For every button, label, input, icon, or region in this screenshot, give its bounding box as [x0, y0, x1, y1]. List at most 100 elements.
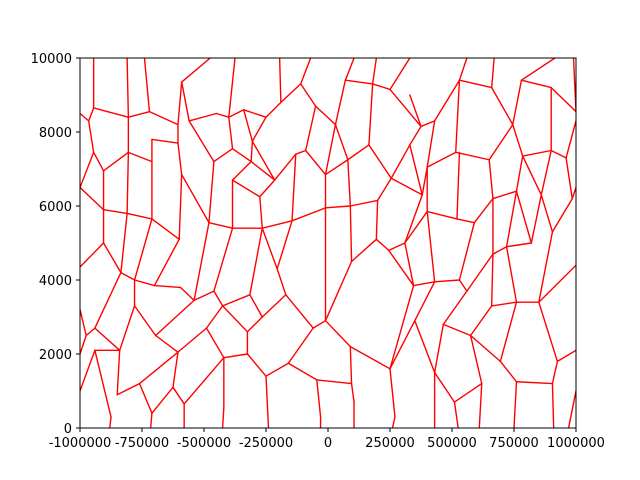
voronoi-edge — [151, 138, 179, 144]
voronoi-edge — [127, 151, 153, 163]
voronoi-edge — [349, 199, 379, 207]
voronoi-edge — [538, 231, 554, 303]
voronoi-edge — [324, 260, 353, 322]
voronoi-edge — [153, 238, 180, 287]
voronoi-edge — [261, 220, 293, 229]
voronoi-edge — [404, 242, 415, 287]
voronoi-edge — [183, 357, 225, 405]
voronoi-edge — [371, 58, 378, 85]
voronoi-edge — [316, 379, 353, 385]
voronoi-edge — [324, 205, 352, 209]
voronoi-edge — [390, 144, 411, 179]
voronoi-edge — [177, 81, 183, 126]
voronoi-edge — [87, 120, 95, 154]
y-tick-label: 6000 — [39, 200, 72, 215]
voronoi-edge — [133, 279, 156, 287]
voronoi-edge — [154, 299, 195, 337]
y-tick-label: 8000 — [39, 126, 72, 141]
voronoi-edge — [347, 144, 370, 161]
voronoi-edge — [375, 238, 390, 252]
voronoi-edge — [488, 123, 514, 161]
voronoi-edge — [193, 290, 215, 302]
voronoi-edge — [188, 120, 215, 163]
x-tick-label: -500000 — [177, 436, 231, 451]
voronoi-edge — [126, 212, 153, 220]
voronoi-edge — [324, 123, 337, 176]
voronoi-edge — [208, 221, 234, 229]
voronoi-edge — [551, 360, 559, 385]
voronoi-edge — [505, 190, 518, 248]
voronoi-edge — [478, 382, 483, 428]
voronoi-edge — [349, 345, 391, 370]
voronoi-edge — [215, 112, 230, 118]
voronoi-edge — [571, 186, 576, 200]
voronoi-edge — [567, 390, 576, 428]
voronoi-edge — [180, 58, 211, 83]
voronoi-edge — [221, 406, 225, 428]
x-tick-label: 250000 — [365, 436, 415, 451]
voronoi-edge — [409, 94, 422, 128]
voronoi-edge — [521, 155, 542, 196]
voronoi-edge — [540, 194, 554, 233]
voronoi-edge — [87, 107, 95, 122]
y-tick-label: 0 — [64, 422, 72, 437]
voronoi-edge — [94, 327, 121, 351]
voronoi-edge — [151, 218, 180, 241]
voronoi-edge — [178, 173, 183, 241]
voronoi-edge — [265, 362, 290, 377]
voronoi-edge — [228, 58, 236, 118]
voronoi-edge — [259, 196, 263, 229]
voronoi-edge — [180, 81, 190, 122]
voronoi-edge — [153, 284, 182, 289]
voronoi-edge — [312, 320, 327, 329]
voronoi-edge — [520, 79, 552, 89]
voronoi-edge — [242, 109, 267, 118]
voronoi-edge — [368, 83, 374, 146]
voronoi-edge — [368, 144, 392, 179]
voronoi-edge — [458, 58, 468, 81]
voronoi-edge — [455, 79, 461, 154]
voronoi-edge — [421, 166, 428, 196]
voronoi-edge — [426, 210, 436, 283]
voronoi-edge — [179, 286, 195, 302]
voronoi-edges — [80, 58, 576, 428]
voronoi-edge — [540, 149, 552, 196]
voronoi-edge — [530, 194, 542, 244]
voronoi-edge — [213, 147, 234, 163]
voronoi-edge — [456, 218, 476, 224]
voronoi-edge — [250, 160, 276, 181]
voronoi-edge — [249, 294, 263, 318]
voronoi-edge — [208, 160, 215, 224]
voronoi-edge — [414, 281, 436, 322]
voronoi-edge — [515, 190, 533, 244]
voronoi-edge — [409, 144, 423, 196]
voronoi-edge — [102, 151, 130, 172]
voronoi-edge — [515, 381, 554, 385]
voronoi-edge — [458, 79, 493, 89]
voronoi-edge — [521, 149, 552, 157]
voronoi-edge — [389, 368, 396, 418]
voronoi-edge — [126, 151, 130, 215]
voronoi-edge — [120, 212, 128, 274]
voronoi-edge — [250, 140, 254, 163]
voronoi-edge — [92, 151, 105, 172]
voronoi-edge — [154, 334, 179, 353]
voronoi-edge — [148, 110, 179, 126]
x-axis: -1000000 -750000 -500000 -250000 0 250000 5000… — [49, 428, 605, 451]
voronoi-edge — [490, 301, 518, 307]
voronoi-edge — [389, 320, 416, 370]
voronoi-edge — [80, 112, 90, 122]
voronoi-edge — [412, 281, 436, 287]
voronoi-edge — [344, 58, 355, 81]
voronoi-edge — [251, 116, 267, 142]
voronoi-edge — [433, 279, 461, 283]
voronoi-edge — [221, 305, 249, 333]
voronoi-edge — [223, 353, 249, 359]
voronoi-edge — [456, 151, 461, 220]
voronoi-edge — [304, 149, 327, 176]
voronoi-edge — [513, 381, 518, 428]
voronoi-edge — [85, 327, 96, 337]
voronoi-edge — [80, 186, 105, 211]
voronoi-edge — [334, 79, 347, 126]
voronoi-edge — [565, 120, 576, 159]
